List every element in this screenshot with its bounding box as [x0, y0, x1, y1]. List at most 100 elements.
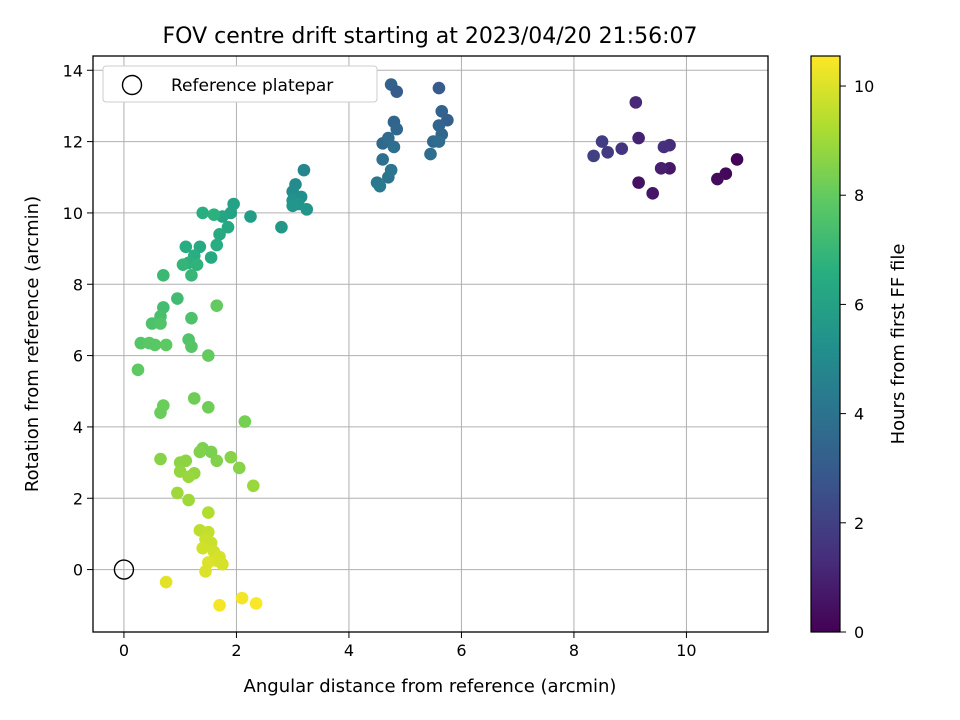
data-point	[131, 363, 145, 377]
x-axis-label: Angular distance from reference (arcmin)	[244, 676, 617, 697]
data-point	[632, 131, 645, 145]
colorbar-ticks: 0 2 4 6 8 10	[840, 77, 874, 642]
legend-marker-icon	[121, 74, 143, 96]
data-point	[154, 452, 167, 466]
data-point	[185, 311, 198, 325]
colorbar-tick-label: 4	[854, 405, 864, 424]
data-point	[238, 415, 252, 428]
data-points	[131, 78, 744, 612]
data-point	[157, 269, 170, 282]
data-point	[202, 506, 215, 519]
legend: Reference platepar	[102, 65, 378, 103]
data-point	[185, 269, 198, 282]
colorbar-gradient	[810, 55, 841, 633]
data-point	[384, 163, 398, 177]
reference-point-marker	[113, 559, 135, 580]
legend-box	[102, 65, 378, 103]
data-point	[202, 349, 215, 362]
data-point	[204, 251, 218, 264]
data-point	[171, 292, 184, 305]
data-point	[210, 238, 224, 252]
data-point	[176, 258, 190, 271]
x-axis-ticks: 0 2 4 6 8 10	[119, 632, 697, 660]
colorbar-label: Hours from first FF file	[888, 244, 909, 445]
data-point	[373, 179, 387, 193]
data-point	[190, 258, 204, 271]
data-point	[193, 445, 207, 459]
x-tick-label: 10	[676, 641, 696, 660]
data-point	[202, 401, 215, 414]
y-tick-label: 8	[73, 275, 83, 294]
data-point	[275, 220, 288, 234]
data-point	[300, 203, 314, 216]
data-point	[235, 591, 249, 605]
data-point	[154, 317, 167, 330]
y-tick-label: 10	[63, 204, 83, 223]
y-tick-label: 0	[73, 561, 83, 580]
y-tick-label: 14	[63, 61, 83, 80]
data-point	[196, 541, 209, 555]
data-point	[182, 470, 195, 484]
data-point	[657, 140, 671, 154]
reference-marker	[113, 559, 135, 580]
data-point	[432, 81, 446, 95]
x-tick-label: 2	[231, 641, 241, 660]
data-point	[435, 104, 449, 118]
data-point	[629, 96, 643, 109]
data-point	[387, 140, 401, 154]
data-point	[213, 598, 226, 612]
legend-label: Reference platepar	[171, 76, 333, 96]
colorbar: 0 2 4 6 8 10 Hours from first FF file	[810, 55, 909, 642]
data-point	[654, 162, 668, 175]
colorbar-tick-label: 6	[854, 295, 864, 314]
data-point	[154, 406, 167, 419]
data-point	[297, 163, 311, 177]
data-point	[148, 338, 162, 352]
data-point	[286, 199, 299, 213]
data-point	[390, 122, 404, 136]
data-point	[210, 454, 224, 468]
data-point	[185, 340, 198, 353]
data-point	[601, 145, 614, 159]
data-point	[171, 486, 184, 500]
colorbar-tick-label: 0	[854, 623, 864, 642]
y-tick-label: 6	[73, 347, 83, 366]
x-tick-label: 0	[119, 641, 129, 660]
y-tick-label: 12	[63, 133, 83, 152]
data-point	[179, 454, 193, 468]
data-point	[247, 479, 260, 493]
chart-title: FOV centre drift starting at 2023/04/20 …	[163, 24, 698, 49]
data-point	[182, 493, 195, 507]
x-tick-label: 8	[569, 641, 579, 660]
data-point	[711, 172, 724, 186]
data-point	[187, 392, 201, 405]
y-axis-ticks: 0 2 4 6 8 10 12 14	[63, 61, 93, 580]
data-point	[376, 153, 389, 166]
y-tick-label: 2	[73, 489, 83, 508]
data-point	[221, 220, 235, 234]
data-point	[159, 338, 173, 352]
colorbar-tick-label: 10	[854, 77, 874, 96]
x-tick-label: 4	[344, 641, 354, 660]
colorbar-tick-label: 2	[854, 514, 864, 533]
data-point	[424, 147, 437, 161]
y-tick-label: 4	[73, 418, 83, 437]
data-point	[244, 210, 257, 223]
data-point	[232, 461, 246, 475]
data-point	[199, 565, 212, 578]
data-point	[179, 240, 193, 254]
data-point	[196, 206, 209, 220]
data-point	[390, 85, 404, 98]
x-tick-label: 6	[456, 641, 466, 660]
data-point	[432, 135, 446, 148]
data-point	[207, 208, 221, 222]
data-point	[646, 187, 659, 200]
data-point	[615, 142, 629, 156]
plot-frame	[92, 55, 769, 633]
y-axis-label: Rotation from reference (arcmin)	[22, 196, 43, 492]
data-point	[249, 597, 263, 610]
data-point	[210, 299, 224, 312]
data-point	[730, 153, 744, 166]
colorbar-tick-label: 8	[854, 186, 864, 205]
